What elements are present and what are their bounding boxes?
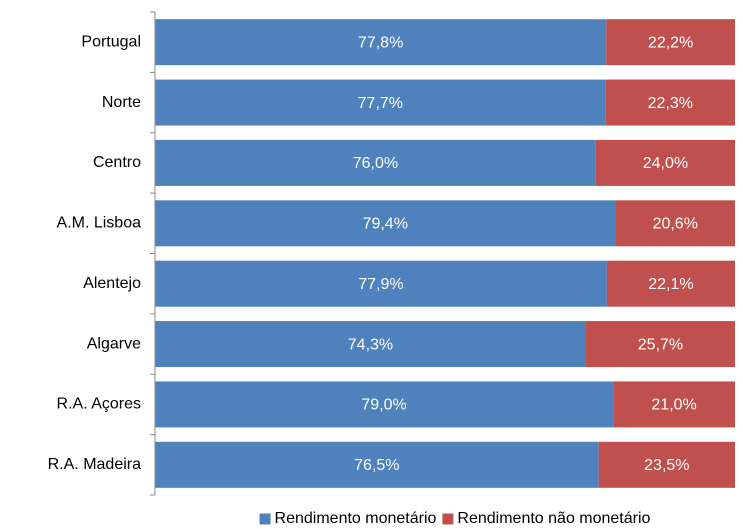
- bar-segment: [615, 200, 735, 247]
- data-label: 21,0%: [651, 397, 696, 414]
- data-label: 76,0%: [353, 155, 398, 172]
- data-label: 77,8%: [358, 34, 403, 51]
- bar-segment: [585, 321, 735, 368]
- bar-segment: [606, 19, 735, 66]
- data-label: 23,5%: [644, 457, 689, 474]
- bar-segment: [155, 441, 599, 488]
- y-tick-label: A.M. Lisboa: [57, 215, 142, 232]
- data-label: 22,2%: [648, 34, 693, 51]
- data-label: 25,7%: [638, 336, 683, 353]
- legend-swatch: [442, 513, 454, 525]
- bar-segment: [605, 79, 735, 126]
- bar-segment: [155, 381, 614, 428]
- data-label: 22,1%: [648, 276, 693, 293]
- bar-segment: [613, 381, 735, 428]
- y-tick-label: Norte: [102, 94, 141, 111]
- data-label: 79,4%: [363, 216, 408, 233]
- data-label: 74,3%: [348, 336, 393, 353]
- bar-segment: [155, 200, 616, 247]
- bar-segment: [155, 321, 586, 368]
- y-tick-label: Portugal: [81, 33, 141, 50]
- y-tick-label: Algarve: [87, 335, 141, 352]
- legend-label: Rendimento não monetário: [457, 510, 650, 527]
- data-label: 77,9%: [358, 276, 403, 293]
- data-label: 77,7%: [358, 95, 403, 112]
- data-label: 76,5%: [354, 457, 399, 474]
- data-label: 22,3%: [648, 95, 693, 112]
- bar-segment: [598, 441, 735, 488]
- legend-swatch: [259, 513, 271, 525]
- bar-segment: [595, 139, 735, 186]
- y-tick-label: R.A. Açores: [57, 396, 141, 413]
- y-tick-label: R.A. Madeira: [48, 456, 141, 473]
- bar-segment: [155, 260, 607, 307]
- data-label: 24,0%: [643, 155, 688, 172]
- legend-label: Rendimento monetário: [275, 510, 437, 527]
- bar-segment: [155, 19, 607, 66]
- y-tick-label: Centro: [93, 154, 141, 171]
- data-label: 79,0%: [361, 397, 406, 414]
- bar-segment: [155, 79, 606, 126]
- bar-segment: [155, 139, 596, 186]
- bar-segment: [606, 260, 735, 307]
- y-tick-label: Alentejo: [83, 275, 141, 292]
- data-label: 20,6%: [653, 216, 698, 233]
